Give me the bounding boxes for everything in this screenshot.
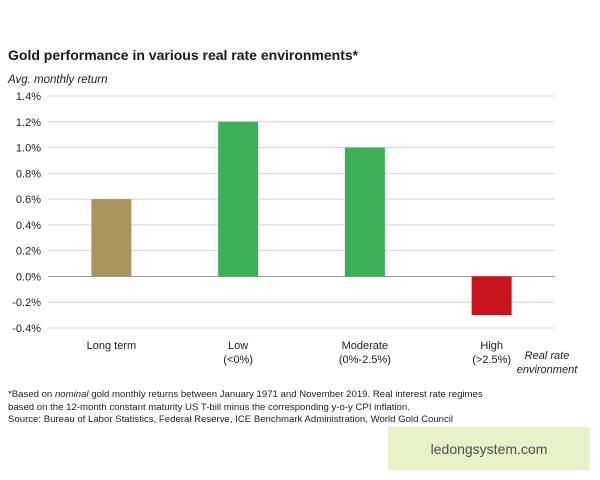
- x-axis-categories: Long term Low (<0%) Moderate (0%-2.5%) High (>…: [87, 340, 511, 366]
- bar: [471, 276, 512, 316]
- footnote-line-3: Source: Bureau of Labor Statistics, Fede…: [8, 414, 454, 425]
- bar: [91, 199, 132, 277]
- footnote-line-1-post: gold monthly returns between January 197…: [88, 389, 483, 400]
- y-tick-label: 1.0%: [16, 143, 41, 155]
- chart-title: Gold performance in various real rate en…: [8, 47, 359, 63]
- x-axis-label: Real rate environment: [517, 350, 578, 376]
- y-axis-ticks: -0.4% -0.2% 0.0% 0.2% 0.4% 0.6% 0.8% 1.0% 1.2% 1.…: [12, 91, 41, 335]
- watermark: ledongsystem.com: [388, 427, 590, 470]
- category-label: (0%-2.5%): [339, 354, 391, 366]
- footnote-line-2: based on the 12-month constant maturity …: [8, 401, 410, 413]
- y-tick-label: 1.2%: [16, 117, 41, 129]
- y-tick-label: 1.4%: [16, 91, 41, 103]
- bar: [218, 121, 259, 277]
- x-axis-label-line: Real rate: [525, 350, 570, 362]
- footnote-line-1-pre: *Based on: [8, 389, 55, 400]
- y-tick-label: 0.6%: [16, 194, 41, 206]
- footnote-line-1: *Based on nominal gold monthly returns b…: [8, 389, 593, 402]
- y-axis-label: Avg. monthly return: [8, 74, 108, 86]
- category-label: (<0%): [223, 354, 253, 366]
- category-label: Moderate: [342, 340, 388, 352]
- y-tick-label: 0.4%: [16, 220, 41, 232]
- y-tick-label: 0.2%: [16, 246, 41, 258]
- bars: [91, 121, 512, 316]
- category-label: (>2.5%): [472, 354, 511, 366]
- bar-chart: -0.4% -0.2% 0.0% 0.2% 0.4% 0.6% 0.8% 1.0% 1.2% 1.…: [12, 91, 578, 376]
- x-axis-label-line: environment: [517, 364, 578, 376]
- category-label: High: [480, 340, 503, 352]
- y-tick-label: 0.8%: [16, 168, 41, 180]
- bar: [344, 147, 385, 277]
- y-tick-label: -0.2%: [12, 297, 41, 309]
- footnote-line-1-italic: nominal: [54, 389, 89, 400]
- y-tick-label: 0.0%: [16, 271, 41, 283]
- grid-lines: [48, 95, 555, 329]
- category-label: Long term: [87, 340, 137, 352]
- footnote: *Based on nominal gold monthly returns b…: [8, 389, 593, 427]
- y-tick-label: -0.4%: [12, 323, 41, 335]
- category-label: Low: [228, 340, 248, 352]
